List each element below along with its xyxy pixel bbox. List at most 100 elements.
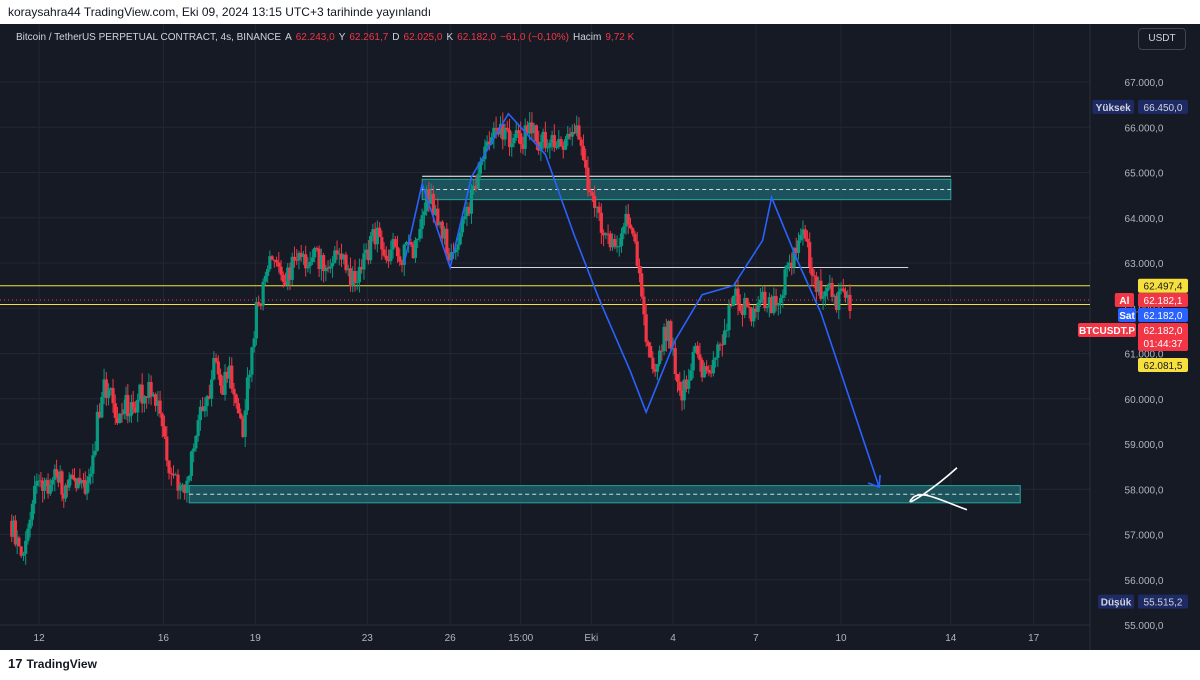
- candle-down: [81, 480, 86, 482]
- candle-up: [122, 409, 126, 415]
- candle-up: [758, 299, 762, 303]
- candle-down: [738, 304, 742, 311]
- candle-up: [187, 476, 191, 481]
- candle-down: [386, 259, 391, 262]
- candle-down: [218, 374, 223, 386]
- symbol-tag-label: BTCUSDT.P: [1079, 326, 1135, 337]
- tradingview-mark-icon: 17: [8, 656, 23, 671]
- candle-up: [351, 271, 355, 286]
- candle-up: [24, 540, 28, 554]
- candle-up: [210, 379, 214, 399]
- candle-down: [225, 371, 229, 379]
- tradingview-logo[interactable]: 17 TradingView: [8, 656, 97, 671]
- candle-up: [42, 482, 47, 491]
- candle-up: [716, 344, 720, 358]
- candle-down: [675, 374, 680, 382]
- symbol-name[interactable]: Bitcoin / TetherUS PERPETUAL CONTRACT, 4…: [16, 32, 282, 43]
- price-chart[interactable]: 55.000,0 56.000,0 57.000,0 58.000,0 59.000,0…: [0, 24, 1200, 650]
- candle-down: [295, 259, 299, 261]
- candle-down: [431, 193, 435, 215]
- candle-down: [326, 267, 330, 269]
- candle-up: [655, 364, 659, 372]
- candle-down: [534, 125, 538, 142]
- candle-down: [843, 291, 848, 298]
- candle-down: [277, 262, 281, 267]
- candle-up: [434, 208, 438, 215]
- candle-up: [512, 137, 516, 144]
- candle-up: [266, 269, 270, 276]
- candle-down: [56, 475, 60, 483]
- candle-up: [532, 125, 536, 134]
- candle-down: [272, 259, 276, 261]
- candle-up: [622, 226, 626, 234]
- candle-down: [395, 247, 400, 257]
- bid-value: 62.182,0: [1144, 311, 1183, 322]
- candle-down: [635, 241, 639, 266]
- bid-label: Sat: [1119, 311, 1135, 322]
- candle-up: [463, 216, 467, 220]
- candle-up: [615, 246, 619, 248]
- candle-up: [85, 483, 89, 494]
- candle-up: [510, 143, 514, 148]
- candle-up: [817, 280, 821, 292]
- candle-up: [682, 379, 686, 401]
- candle-up: [425, 189, 429, 212]
- candle-down: [487, 141, 491, 145]
- candle-up: [389, 249, 393, 262]
- candle-down: [149, 382, 153, 397]
- candle-down: [322, 255, 326, 272]
- candle-down: [39, 480, 43, 482]
- candle-down: [304, 254, 308, 269]
- candle-down: [380, 237, 384, 250]
- candle-up: [767, 297, 771, 307]
- candle-up: [63, 485, 68, 499]
- candle-down: [642, 296, 646, 315]
- candle-up: [832, 295, 836, 297]
- candle-down: [71, 474, 75, 478]
- candle-up: [438, 221, 442, 226]
- candle-down: [126, 395, 130, 417]
- candle-down: [239, 413, 243, 419]
- candle-up: [194, 436, 198, 449]
- candle-up: [693, 345, 698, 353]
- candle-up: [306, 266, 310, 269]
- candle-up: [189, 451, 194, 477]
- candle-up: [503, 127, 507, 140]
- candle-down: [13, 520, 17, 545]
- candle-up: [26, 528, 30, 541]
- candle-down: [593, 195, 597, 208]
- candle-up: [28, 519, 32, 529]
- candle-up: [33, 485, 37, 504]
- candle-down: [62, 494, 66, 499]
- low-value: 62.025,0: [403, 32, 443, 43]
- candle-up: [422, 211, 426, 216]
- candle-down: [740, 310, 745, 315]
- candle-down: [171, 474, 176, 476]
- close-value: 62.182,0: [457, 32, 497, 43]
- candle-up: [617, 246, 621, 248]
- candle-down: [232, 388, 236, 395]
- candle-down: [669, 321, 673, 349]
- pattern-drawing: [403, 112, 880, 488]
- candle-up: [539, 142, 543, 151]
- upper-yellow-value: 62.497,4: [1144, 282, 1183, 293]
- currency-button[interactable]: USDT: [1138, 28, 1186, 50]
- candle-up: [178, 485, 182, 491]
- candle-down: [288, 267, 292, 280]
- candle-up: [765, 306, 769, 309]
- candle-up: [691, 352, 695, 371]
- candle-down: [819, 280, 823, 299]
- chart-area[interactable]: 55.000,0 56.000,0 57.000,0 58.000,0 59.000,0…: [0, 24, 1200, 650]
- candle-down: [597, 206, 601, 213]
- candle-up: [15, 537, 19, 545]
- candle-down: [588, 190, 592, 193]
- low-tag: [1098, 594, 1134, 609]
- candle-down: [72, 477, 77, 481]
- close-label: K: [446, 32, 454, 43]
- candle-up: [142, 396, 146, 404]
- candle-down: [257, 302, 261, 306]
- candle-up: [826, 287, 830, 292]
- candle-up: [575, 125, 579, 134]
- candle-down: [353, 271, 357, 283]
- candle-up: [490, 137, 494, 145]
